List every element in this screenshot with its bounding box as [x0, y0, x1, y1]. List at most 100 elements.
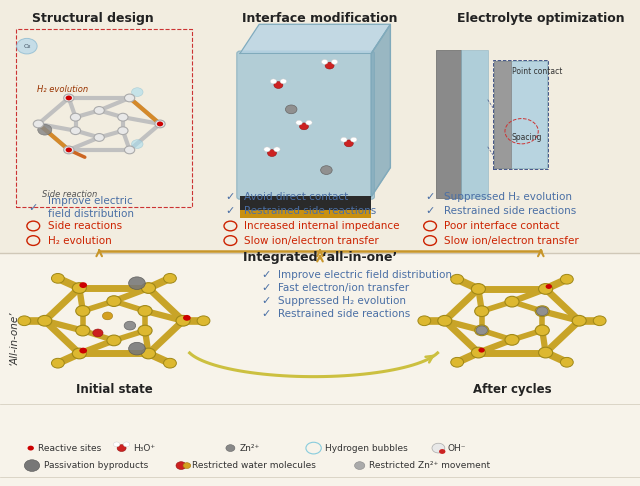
Text: Improve electric field distribution: Improve electric field distribution: [278, 270, 452, 279]
Text: Restrained side reactions: Restrained side reactions: [444, 207, 577, 216]
Circle shape: [270, 79, 276, 84]
Circle shape: [183, 463, 191, 469]
Circle shape: [70, 113, 81, 121]
Circle shape: [132, 139, 143, 148]
Text: Side reactions: Side reactions: [48, 221, 122, 231]
Text: Poor interface contact: Poor interface contact: [444, 221, 559, 231]
Circle shape: [76, 306, 90, 316]
Circle shape: [164, 274, 177, 283]
FancyBboxPatch shape: [494, 61, 511, 168]
Circle shape: [351, 137, 357, 142]
Circle shape: [476, 326, 488, 335]
Polygon shape: [371, 24, 390, 197]
Text: Restrained side reactions: Restrained side reactions: [244, 207, 377, 216]
Circle shape: [300, 123, 308, 130]
Circle shape: [321, 166, 332, 174]
Circle shape: [51, 274, 64, 283]
Circle shape: [439, 449, 445, 454]
Circle shape: [264, 147, 270, 152]
Text: After cycles: After cycles: [473, 383, 551, 396]
Text: Slow ion/electron transfer: Slow ion/electron transfer: [244, 236, 380, 245]
Circle shape: [471, 284, 486, 295]
Circle shape: [572, 315, 586, 326]
Text: Restrained side reactions: Restrained side reactions: [278, 309, 411, 319]
Circle shape: [561, 357, 573, 367]
Circle shape: [102, 312, 113, 320]
Circle shape: [536, 307, 548, 315]
Circle shape: [164, 358, 177, 368]
Text: ✓: ✓: [426, 192, 435, 202]
Circle shape: [51, 358, 64, 368]
Text: ✓: ✓: [226, 192, 235, 202]
Circle shape: [355, 462, 365, 469]
Circle shape: [274, 147, 280, 152]
Circle shape: [593, 316, 606, 326]
FancyBboxPatch shape: [494, 61, 547, 168]
Circle shape: [344, 140, 353, 147]
Text: Slow ion/electron transfer: Slow ion/electron transfer: [444, 236, 579, 245]
Circle shape: [475, 306, 489, 316]
Circle shape: [113, 442, 120, 447]
Text: ✓: ✓: [261, 283, 270, 293]
Text: Hydrogen bubbles: Hydrogen bubbles: [325, 444, 408, 452]
Circle shape: [65, 147, 72, 152]
Text: H₂ evolution: H₂ evolution: [37, 86, 88, 94]
Circle shape: [138, 306, 152, 316]
Circle shape: [124, 442, 130, 447]
Circle shape: [64, 94, 74, 102]
Circle shape: [118, 127, 128, 135]
Circle shape: [561, 275, 573, 284]
Text: Restricted water molecules: Restricted water molecules: [192, 461, 316, 470]
FancyBboxPatch shape: [0, 253, 640, 486]
Text: Passivation byproducts: Passivation byproducts: [44, 461, 148, 470]
Circle shape: [28, 446, 34, 451]
Circle shape: [72, 348, 86, 359]
Circle shape: [475, 325, 489, 336]
Circle shape: [176, 462, 186, 469]
Text: Improve electric
field distribution: Improve electric field distribution: [48, 196, 134, 219]
FancyBboxPatch shape: [436, 50, 461, 198]
Circle shape: [18, 316, 31, 326]
Text: Integrated ‘all-in-one’: Integrated ‘all-in-one’: [243, 251, 397, 264]
Circle shape: [129, 277, 145, 290]
FancyBboxPatch shape: [237, 51, 374, 199]
Circle shape: [268, 150, 276, 156]
Text: Interface modification: Interface modification: [243, 12, 397, 25]
Circle shape: [479, 347, 485, 352]
Text: Fast electron/ion transfer: Fast electron/ion transfer: [278, 283, 410, 293]
Circle shape: [66, 96, 72, 101]
Circle shape: [321, 59, 328, 64]
Circle shape: [33, 120, 44, 128]
Circle shape: [93, 329, 103, 337]
Circle shape: [157, 122, 163, 126]
Circle shape: [471, 347, 486, 358]
Circle shape: [118, 113, 128, 121]
Text: ✓: ✓: [261, 309, 270, 319]
Circle shape: [438, 315, 452, 326]
Text: H₃O⁺: H₃O⁺: [133, 444, 156, 452]
Circle shape: [132, 88, 143, 97]
Text: ✓: ✓: [261, 296, 270, 306]
Text: ✓: ✓: [426, 207, 435, 216]
Circle shape: [325, 62, 334, 69]
Text: OH⁻: OH⁻: [448, 444, 467, 452]
Circle shape: [72, 283, 86, 294]
Circle shape: [535, 325, 549, 336]
Circle shape: [505, 334, 519, 345]
Circle shape: [539, 284, 553, 295]
Circle shape: [505, 296, 519, 307]
Circle shape: [296, 120, 302, 125]
Circle shape: [38, 124, 52, 135]
Circle shape: [418, 316, 431, 326]
Circle shape: [129, 342, 145, 355]
Circle shape: [197, 316, 210, 326]
Circle shape: [141, 283, 156, 294]
Text: ‘All-in-one’: ‘All-in-one’: [9, 311, 19, 365]
Text: Suppressed H₂ evolution: Suppressed H₂ evolution: [278, 296, 406, 306]
Circle shape: [285, 105, 297, 114]
FancyBboxPatch shape: [240, 196, 371, 210]
Text: Point contact: Point contact: [512, 68, 563, 76]
Circle shape: [451, 275, 463, 284]
Circle shape: [538, 347, 552, 358]
Circle shape: [24, 460, 40, 471]
